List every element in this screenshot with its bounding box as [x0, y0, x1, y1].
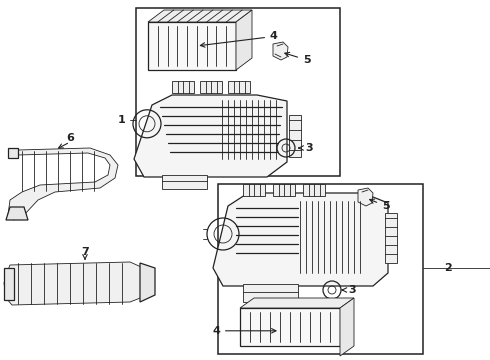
Polygon shape: [8, 148, 118, 220]
Bar: [273, 184, 295, 196]
Bar: [162, 175, 207, 189]
Polygon shape: [4, 262, 152, 305]
Bar: [136, 8, 340, 176]
Polygon shape: [148, 10, 252, 22]
Text: 3: 3: [299, 143, 313, 153]
Text: 1: 1: [118, 115, 126, 125]
Polygon shape: [213, 193, 388, 286]
Polygon shape: [8, 148, 18, 158]
Text: 2: 2: [444, 263, 452, 273]
Bar: [228, 81, 250, 93]
Bar: [289, 115, 301, 157]
Bar: [200, 81, 222, 93]
Text: 5: 5: [370, 199, 390, 211]
Text: 7: 7: [81, 247, 89, 257]
Polygon shape: [340, 298, 354, 356]
Polygon shape: [4, 268, 14, 300]
Polygon shape: [6, 207, 28, 220]
Text: 4: 4: [200, 31, 278, 47]
Text: 4: 4: [212, 326, 276, 336]
Polygon shape: [134, 95, 287, 177]
Polygon shape: [240, 298, 354, 308]
Polygon shape: [140, 263, 155, 302]
Text: 3: 3: [342, 285, 356, 295]
Bar: [243, 284, 298, 302]
Bar: [148, 22, 236, 70]
Bar: [240, 308, 340, 346]
Text: 6: 6: [66, 133, 74, 143]
Bar: [385, 213, 397, 263]
Text: 5: 5: [285, 53, 311, 65]
Bar: [218, 184, 423, 354]
Bar: [172, 81, 194, 93]
Bar: [243, 184, 265, 196]
Polygon shape: [236, 10, 252, 70]
Polygon shape: [273, 42, 288, 60]
Polygon shape: [358, 188, 373, 206]
Bar: [303, 184, 325, 196]
